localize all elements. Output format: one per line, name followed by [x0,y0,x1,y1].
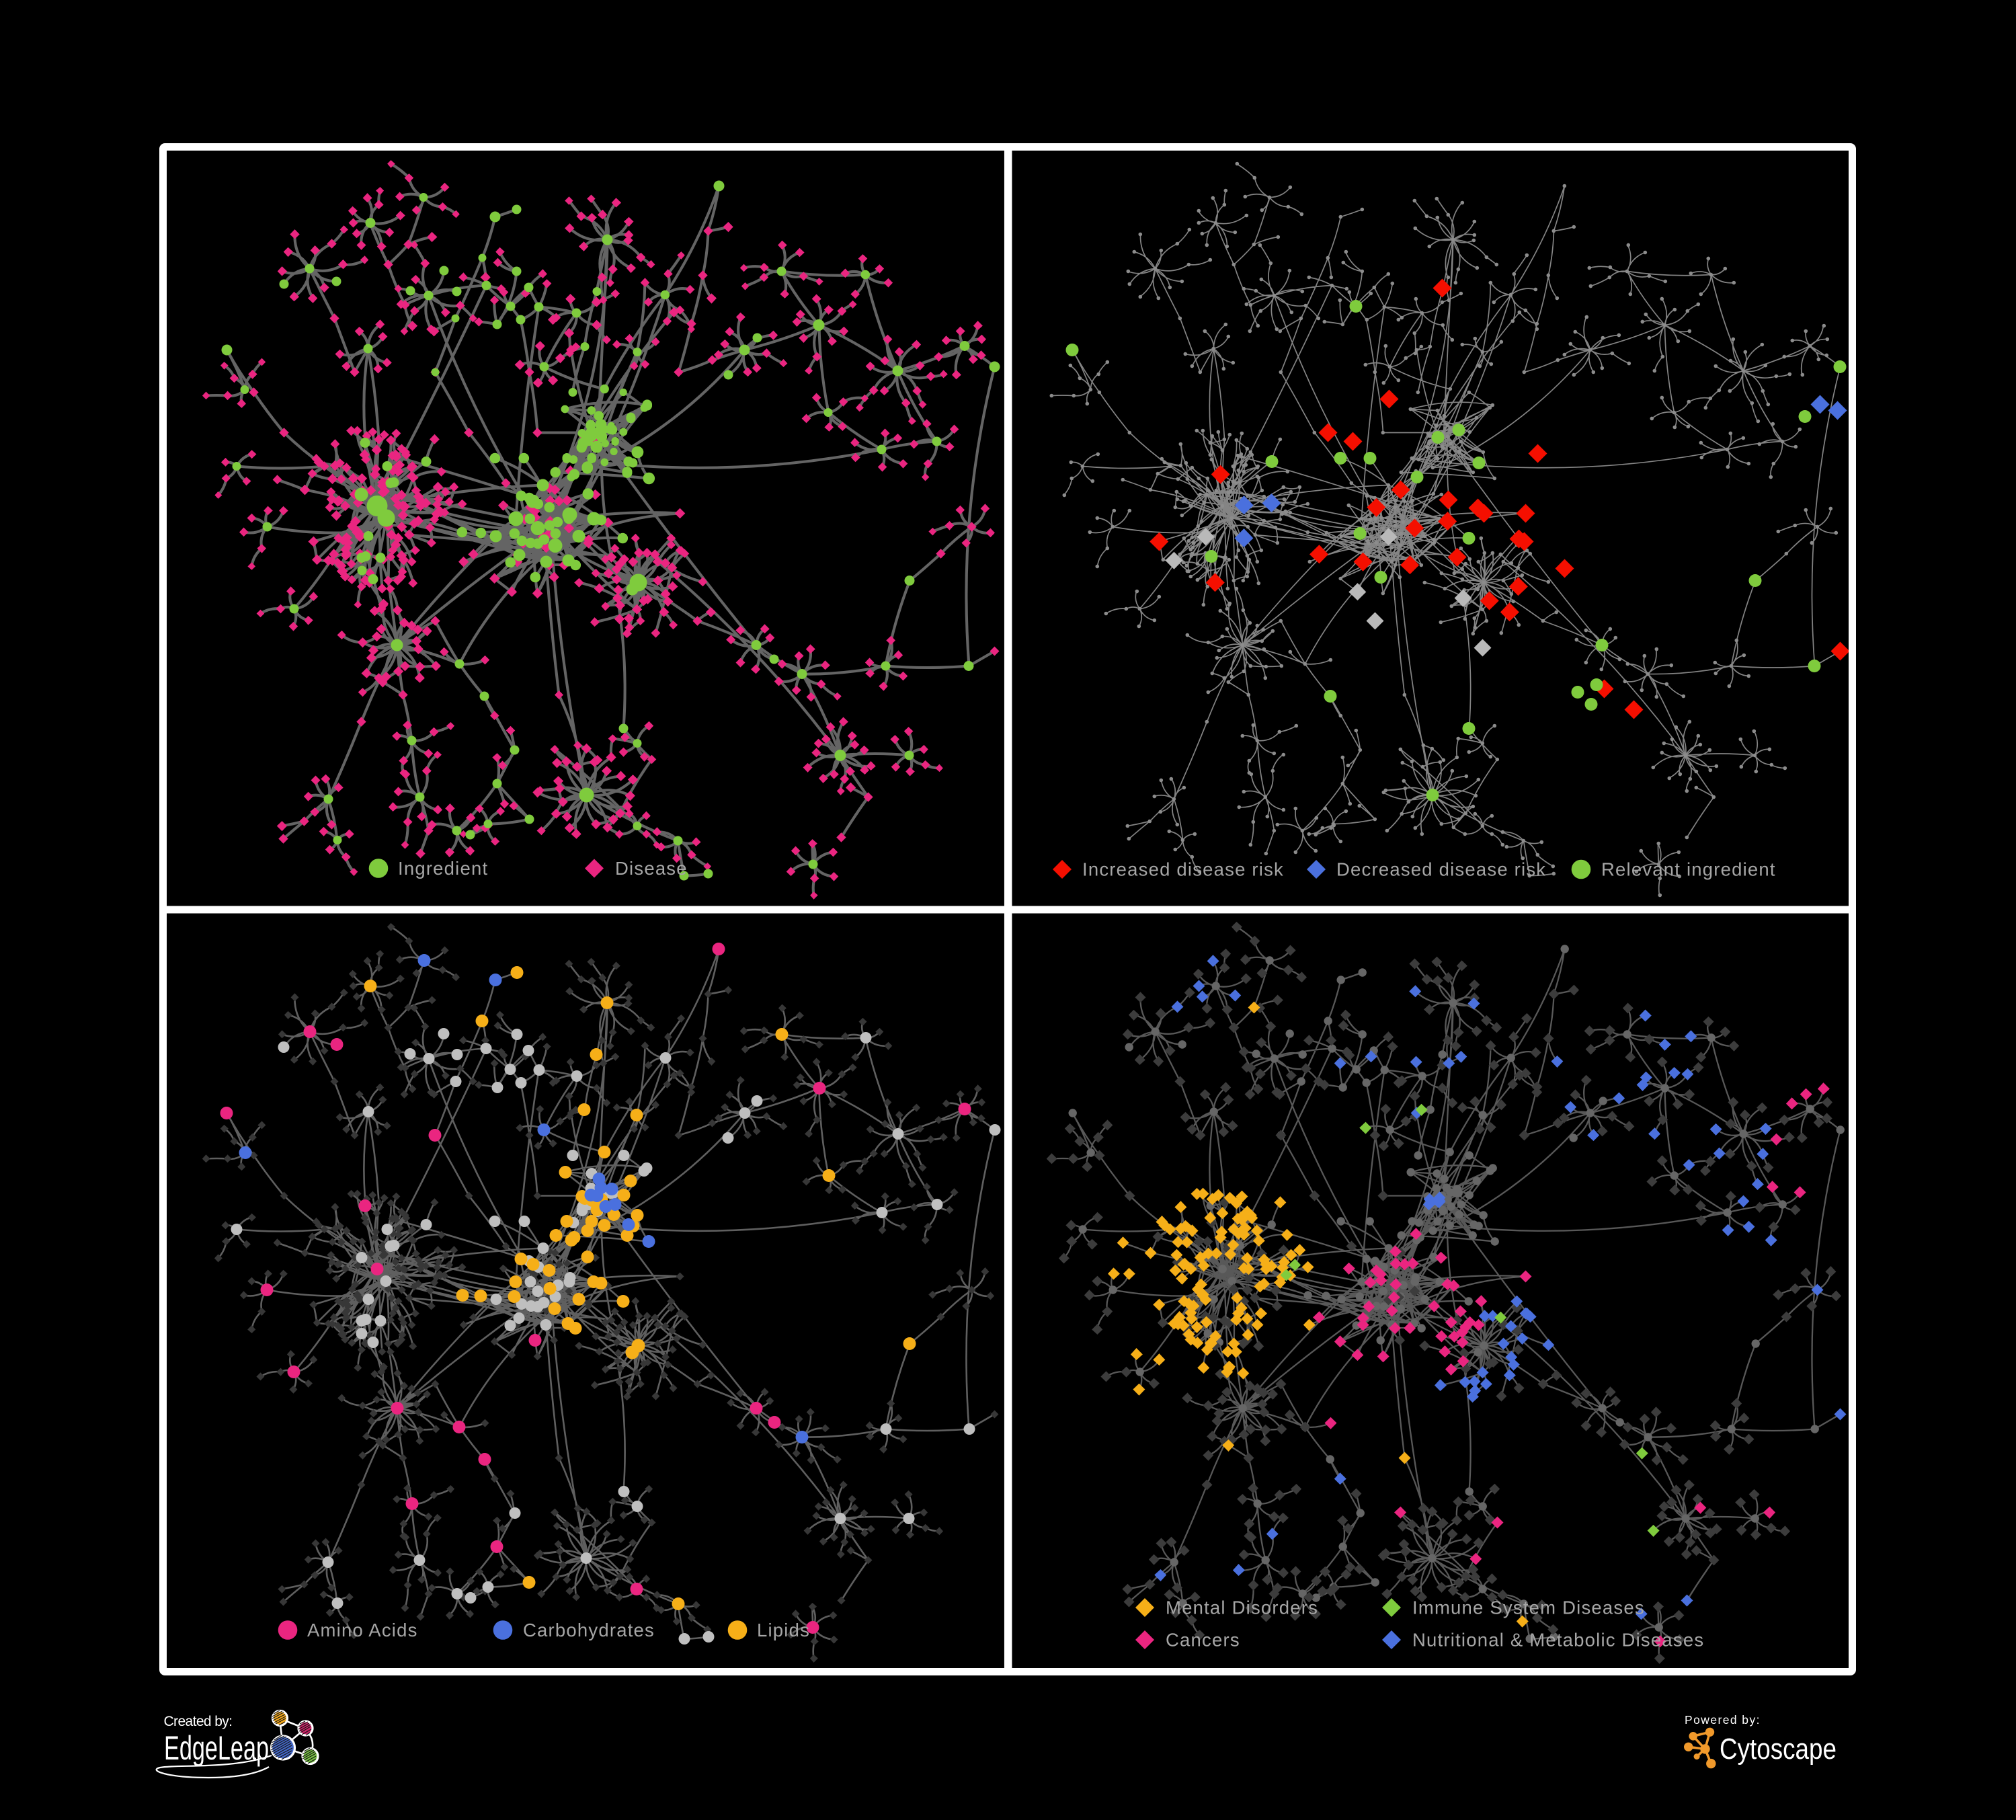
svg-text:Relevant ingredient: Relevant ingredient [1601,859,1776,880]
svg-text:Powered by:: Powered by: [1685,1713,1760,1727]
svg-text:Ingredient: Ingredient [398,858,488,879]
svg-text:Created by:: Created by: [164,1714,233,1729]
svg-text:Decreased disease risk: Decreased disease risk [1336,859,1546,880]
svg-text:Lipids: Lipids [757,1620,810,1640]
svg-text:Immune System Diseases: Immune System Diseases [1412,1597,1645,1618]
svg-text:Cancers: Cancers [1166,1630,1240,1651]
svg-text:Increased disease risk: Increased disease risk [1082,859,1284,880]
svg-text:Mental Disorders: Mental Disorders [1166,1597,1318,1618]
svg-text:Amino Acids: Amino Acids [307,1620,418,1640]
svg-text:Carbohydrates: Carbohydrates [523,1620,655,1640]
svg-text:Cytoscape: Cytoscape [1720,1733,1837,1766]
svg-text:Disease: Disease [615,858,688,879]
svg-text:Nutritional & Metabolic Diseas: Nutritional & Metabolic Diseases [1412,1630,1704,1651]
